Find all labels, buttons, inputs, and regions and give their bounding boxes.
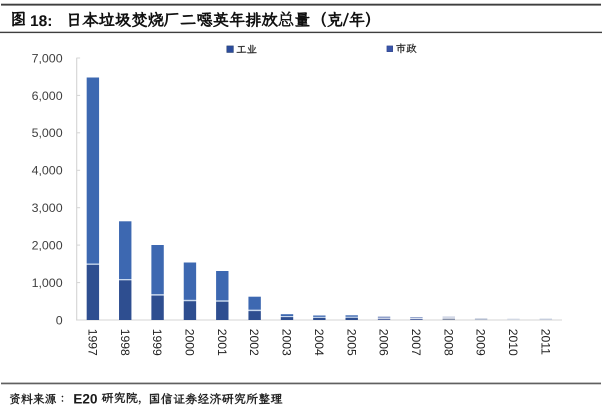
svg-text:2007: 2007 <box>409 329 423 356</box>
svg-text:2003: 2003 <box>280 329 294 356</box>
svg-text:2,000: 2,000 <box>32 239 63 253</box>
svg-text:1998: 1998 <box>118 329 132 356</box>
svg-text:2000: 2000 <box>183 329 197 356</box>
svg-text:7,000: 7,000 <box>32 51 63 65</box>
svg-text:1997: 1997 <box>86 329 100 356</box>
svg-text:2009: 2009 <box>474 329 488 356</box>
svg-text:2008: 2008 <box>441 329 455 356</box>
svg-text:1999: 1999 <box>150 329 164 356</box>
svg-text:1,000: 1,000 <box>32 276 63 290</box>
svg-text:6,000: 6,000 <box>32 89 63 103</box>
svg-text:2010: 2010 <box>506 329 520 356</box>
svg-text:2001: 2001 <box>215 329 229 356</box>
svg-text:2002: 2002 <box>247 329 261 356</box>
svg-text:2006: 2006 <box>377 329 391 356</box>
svg-text:3,000: 3,000 <box>32 201 63 215</box>
svg-text:4,000: 4,000 <box>32 164 63 178</box>
svg-text:2005: 2005 <box>344 329 358 356</box>
svg-text:2004: 2004 <box>312 329 326 356</box>
svg-text:2011: 2011 <box>538 329 552 355</box>
svg-text:5,000: 5,000 <box>32 126 63 140</box>
svg-text:0: 0 <box>56 313 63 327</box>
